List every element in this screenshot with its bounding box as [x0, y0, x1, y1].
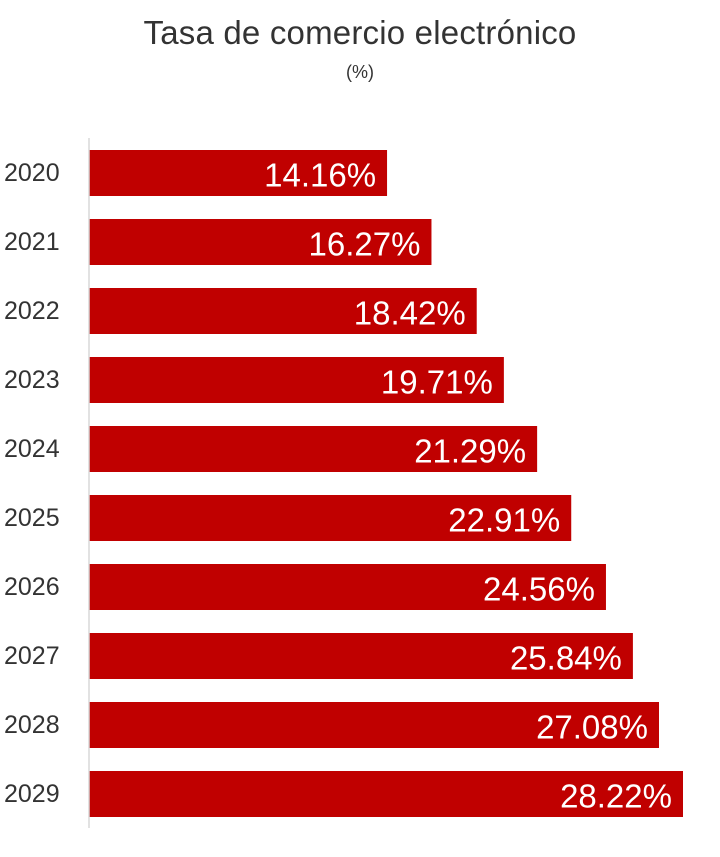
y-tick-label-2029: 2029: [4, 780, 60, 808]
data-label-2028: 27.08%: [536, 709, 648, 746]
y-tick-label-2022: 2022: [4, 297, 60, 325]
data-label-2027: 25.84%: [510, 640, 622, 677]
data-label-2020: 14.16%: [264, 157, 376, 194]
bar-2027: [89, 633, 633, 679]
bar-2025: [89, 495, 572, 541]
chart-title: Tasa de comercio electrónico: [143, 14, 577, 51]
data-label-2025: 22.91%: [448, 502, 560, 539]
y-tick-label-2025: 2025: [4, 504, 60, 532]
data-label-2022: 18.42%: [354, 295, 466, 332]
y-tick-label-2021: 2021: [4, 228, 60, 256]
y-tick-label-2024: 2024: [4, 435, 60, 463]
bar-2022: [89, 288, 477, 334]
data-label-2026: 24.56%: [483, 571, 595, 608]
y-tick-label-2028: 2028: [4, 711, 60, 739]
bar-2021: [89, 219, 432, 265]
chart-subtitle: (%): [346, 62, 374, 82]
bar-2029: [89, 771, 683, 817]
y-tick-label-2023: 2023: [4, 366, 60, 394]
y-tick-label-2027: 2027: [4, 642, 60, 670]
bar-2026: [89, 564, 606, 610]
y-tick-label-2020: 2020: [4, 159, 60, 187]
bar-2023: [89, 357, 504, 403]
bar-2024: [89, 426, 538, 472]
y-tick-label-2026: 2026: [4, 573, 60, 601]
bar-2020: [89, 150, 388, 196]
bar-2028: [89, 702, 660, 748]
data-label-2024: 21.29%: [414, 433, 526, 470]
data-label-2023: 19.71%: [381, 364, 493, 401]
bars-group: 2020 14.16% 2021 16.27% 2022 18.42% 2023 19.71%…: [4, 150, 683, 817]
data-label-2029: 28.22%: [560, 778, 672, 815]
data-label-2021: 16.27%: [309, 226, 421, 263]
